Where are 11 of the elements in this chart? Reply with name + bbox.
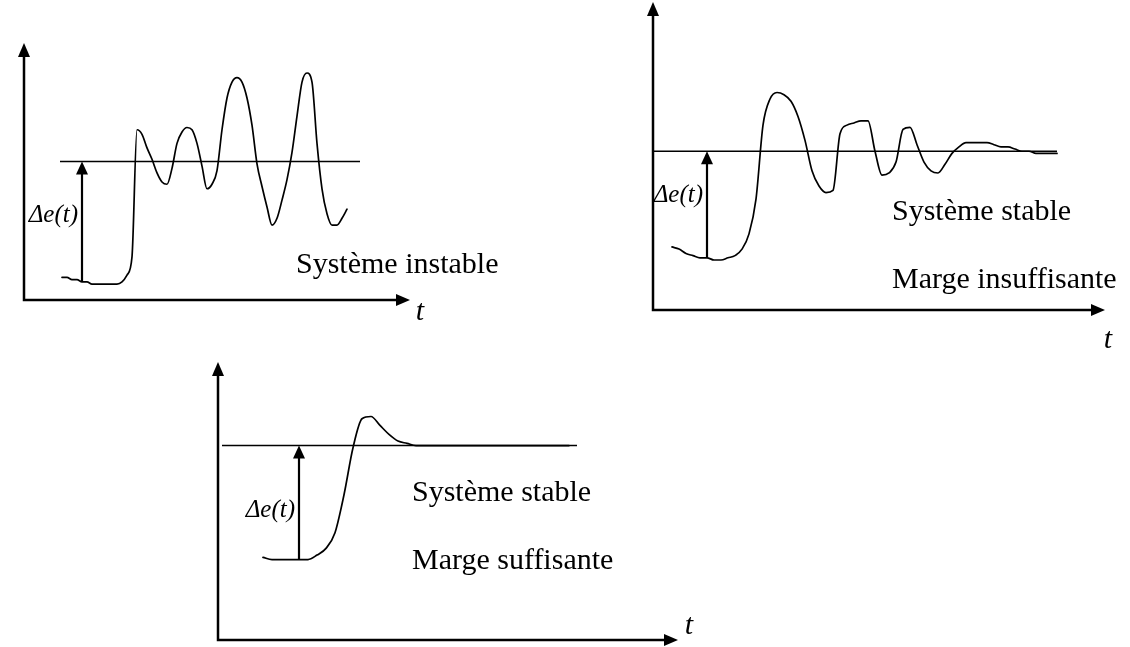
annotation: Système instable [296,245,499,279]
x-axis-title: t [1103,320,1113,354]
annotation: Δe(t) [244,494,295,523]
annotation: Système stable [412,473,592,507]
x-axis-title: t [684,606,694,640]
annotation: Marge suffisante [412,541,614,575]
x-axis-title: t [415,292,425,326]
annotation: Système stable [892,192,1072,226]
annotation: Δe(t) [652,179,703,208]
annotation: Marge insuffisante [892,260,1117,294]
annotation: Δe(t) [27,199,78,228]
